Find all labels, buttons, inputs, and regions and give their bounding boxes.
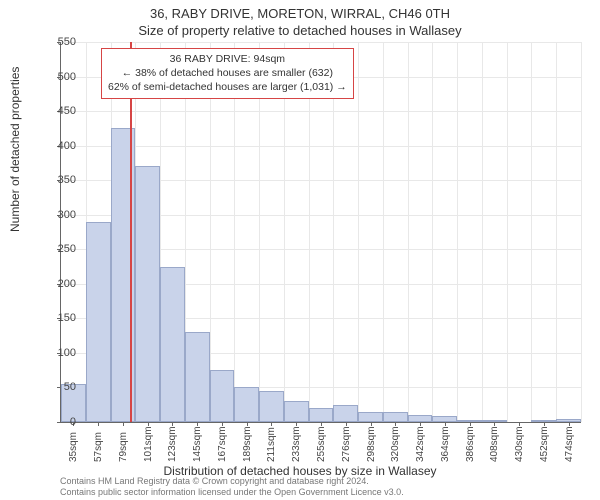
- gridline-v: [507, 42, 508, 422]
- bar: [185, 332, 210, 422]
- gridline-v: [210, 42, 211, 422]
- ytick-label: 450: [36, 105, 76, 117]
- annotation-line-3: 62% of semi-detached houses are larger (…: [108, 80, 347, 94]
- title-subtitle: Size of property relative to detached ho…: [0, 23, 600, 38]
- xtick-label: 408sqm: [489, 426, 500, 462]
- bar: [383, 412, 408, 422]
- gridline-v: [457, 42, 458, 422]
- xtick-mark: [197, 422, 198, 426]
- xtick-label: 298sqm: [366, 426, 377, 462]
- gridline-v: [556, 42, 557, 422]
- xtick-label: 189sqm: [242, 426, 253, 462]
- xtick-mark: [148, 422, 149, 426]
- xtick-label: 364sqm: [440, 426, 451, 462]
- ytick-label: 150: [36, 312, 76, 324]
- xtick-mark: [494, 422, 495, 426]
- xtick-mark: [371, 422, 372, 426]
- chart-plot-area: 36 RABY DRIVE: 94sqm ← 38% of detached h…: [60, 42, 581, 423]
- xtick-label: 342sqm: [415, 426, 426, 462]
- bar: [309, 408, 334, 422]
- bar: [234, 387, 259, 422]
- xtick-mark: [445, 422, 446, 426]
- xtick-mark: [519, 422, 520, 426]
- gridline-v: [408, 42, 409, 422]
- xtick-mark: [98, 422, 99, 426]
- bar: [210, 370, 235, 422]
- xtick-mark: [222, 422, 223, 426]
- ytick-label: 100: [36, 347, 76, 359]
- xtick-mark: [271, 422, 272, 426]
- gridline-v: [284, 42, 285, 422]
- gridline-v: [482, 42, 483, 422]
- footer-line-2: Contains public sector information licen…: [60, 487, 588, 498]
- gridline-h: [61, 42, 581, 43]
- xtick-label: 145sqm: [192, 426, 203, 462]
- footer-attribution: Contains HM Land Registry data © Crown c…: [60, 476, 588, 498]
- xtick-label: 233sqm: [291, 426, 302, 462]
- xtick-label: 474sqm: [564, 426, 575, 462]
- bar: [259, 391, 284, 422]
- annotation-line-2: ← 38% of detached houses are smaller (63…: [108, 66, 347, 80]
- ytick-label: 550: [36, 36, 76, 48]
- bar: [86, 222, 111, 422]
- gridline-v: [309, 42, 310, 422]
- bar: [160, 267, 185, 422]
- y-axis-label: Number of detached properties: [8, 67, 22, 232]
- xtick-mark: [247, 422, 248, 426]
- footer-line-1: Contains HM Land Registry data © Crown c…: [60, 476, 588, 487]
- ytick-label: 400: [36, 140, 76, 152]
- xtick-mark: [321, 422, 322, 426]
- ytick-label: 50: [36, 381, 76, 393]
- gridline-v: [581, 42, 582, 422]
- xtick-label: 255sqm: [316, 426, 327, 462]
- xtick-mark: [123, 422, 124, 426]
- bar: [284, 401, 309, 422]
- xtick-label: 430sqm: [514, 426, 525, 462]
- gridline-h: [61, 146, 581, 147]
- gridline-v: [432, 42, 433, 422]
- gridline-v: [333, 42, 334, 422]
- gridline-v: [358, 42, 359, 422]
- gridline-h: [61, 111, 581, 112]
- xtick-label: 167sqm: [217, 426, 228, 462]
- ytick-label: 200: [36, 278, 76, 290]
- ytick-label: 0: [36, 416, 76, 428]
- bar: [408, 415, 433, 422]
- title-address: 36, RABY DRIVE, MORETON, WIRRAL, CH46 0T…: [0, 6, 600, 21]
- xtick-label: 35sqm: [68, 432, 79, 462]
- xtick-label: 79sqm: [118, 432, 129, 462]
- xtick-label: 452sqm: [539, 426, 550, 462]
- xtick-mark: [420, 422, 421, 426]
- ytick-label: 250: [36, 243, 76, 255]
- bar: [333, 405, 358, 422]
- xtick-label: 101sqm: [143, 426, 154, 462]
- xtick-mark: [470, 422, 471, 426]
- xtick-label: 211sqm: [266, 427, 277, 462]
- xtick-label: 386sqm: [465, 426, 476, 462]
- gridline-v: [531, 42, 532, 422]
- annotation-box: 36 RABY DRIVE: 94sqm ← 38% of detached h…: [101, 48, 354, 99]
- gridline-v: [259, 42, 260, 422]
- ytick-label: 350: [36, 174, 76, 186]
- xtick-mark: [172, 422, 173, 426]
- xtick-mark: [346, 422, 347, 426]
- xtick-mark: [296, 422, 297, 426]
- ytick-label: 300: [36, 209, 76, 221]
- gridline-v: [383, 42, 384, 422]
- bar: [135, 166, 160, 422]
- xtick-label: 320sqm: [390, 426, 401, 462]
- xtick-label: 276sqm: [341, 426, 352, 462]
- xtick-mark: [395, 422, 396, 426]
- annotation-line-1: 36 RABY DRIVE: 94sqm: [108, 52, 347, 66]
- ytick-label: 500: [36, 71, 76, 83]
- marker-line: [130, 42, 132, 422]
- bar: [358, 412, 383, 422]
- xtick-label: 57sqm: [93, 432, 104, 462]
- xtick-label: 123sqm: [167, 426, 178, 462]
- gridline-v: [234, 42, 235, 422]
- xtick-mark: [544, 422, 545, 426]
- xtick-mark: [569, 422, 570, 426]
